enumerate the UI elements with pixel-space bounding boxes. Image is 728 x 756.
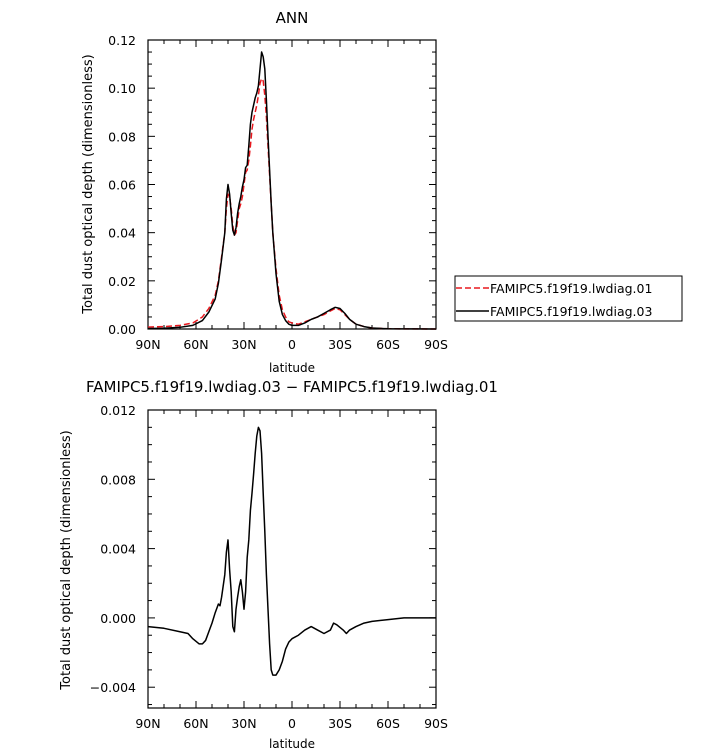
top-chart-panel: ANN 90N 60N 30N 0 30S 60S 90S 0.00 0.02 0.04 0.06 0… [81, 9, 683, 375]
bottom-series-line-1 [147, 426, 436, 676]
bottom-x-axis-label: latitude [269, 737, 315, 751]
top-plot-frame [147, 39, 437, 330]
top-y-tick-label: 0.06 [108, 178, 136, 193]
top-y-tick-label: 0.04 [108, 226, 136, 241]
bottom-x-tick-label: 90S [424, 716, 448, 731]
bottom-plot-frame [147, 409, 437, 709]
top-x-tick-label: 30S [328, 337, 352, 352]
legend-box [454, 275, 683, 322]
top-x-axis-label: latitude [269, 361, 315, 375]
top-x-tick-label: 0 [288, 337, 296, 352]
top-chart-title: ANN [276, 9, 309, 27]
top-y-tick-label: 0.00 [108, 322, 136, 337]
bottom-y-tick-label: 0.000 [100, 611, 136, 626]
bottom-x-tick-label: 30N [231, 716, 256, 731]
bottom-x-tick-label: 60N [183, 716, 208, 731]
top-y-tick-label: 0.08 [108, 129, 136, 144]
bottom-y-tick-label: 0.012 [100, 403, 136, 418]
top-x-tick-label: 60S [376, 337, 400, 352]
bottom-y-tick-label: 0.004 [100, 542, 136, 557]
bottom-x-tick-label: 30S [328, 716, 352, 731]
legend-label-series-2: FAMIPC5.f19f19.lwdiag.03 [490, 304, 652, 319]
top-legend: FAMIPC5.f19f19.lwdiag.01 FAMIPC5.f19f19.… [454, 275, 683, 322]
top-y-axis-label: Total dust optical depth (dimensionless) [81, 54, 96, 314]
top-y-tick-label: 0.12 [108, 33, 136, 48]
bottom-x-tick-label: 90N [135, 716, 160, 731]
bottom-y-axis-label: Total dust optical depth (dimensionless) [59, 430, 74, 690]
legend-label-series-1: FAMIPC5.f19f19.lwdiag.01 [490, 281, 652, 296]
top-y-tick-label: 0.10 [108, 81, 136, 96]
bottom-chart-title: FAMIPC5.f19f19.lwdiag.03 − FAMIPC5.f19f1… [86, 378, 498, 396]
top-x-tick-label: 90N [135, 337, 160, 352]
top-y-tick-label: 0.02 [108, 274, 136, 289]
bottom-x-tick-label: 60S [376, 716, 400, 731]
top-x-tick-label: 60N [183, 337, 208, 352]
bottom-y-tick-label: −0.004 [90, 680, 136, 695]
bottom-chart-panel: FAMIPC5.f19f19.lwdiag.03 − FAMIPC5.f19f1… [59, 378, 498, 751]
bottom-y-tick-label: 0.008 [100, 472, 136, 487]
top-series-line-1 [147, 77, 437, 330]
top-x-tick-label: 30N [231, 337, 256, 352]
bottom-x-tick-label: 0 [288, 716, 296, 731]
top-x-tick-label: 90S [424, 337, 448, 352]
top-series-line-2 [147, 51, 437, 330]
